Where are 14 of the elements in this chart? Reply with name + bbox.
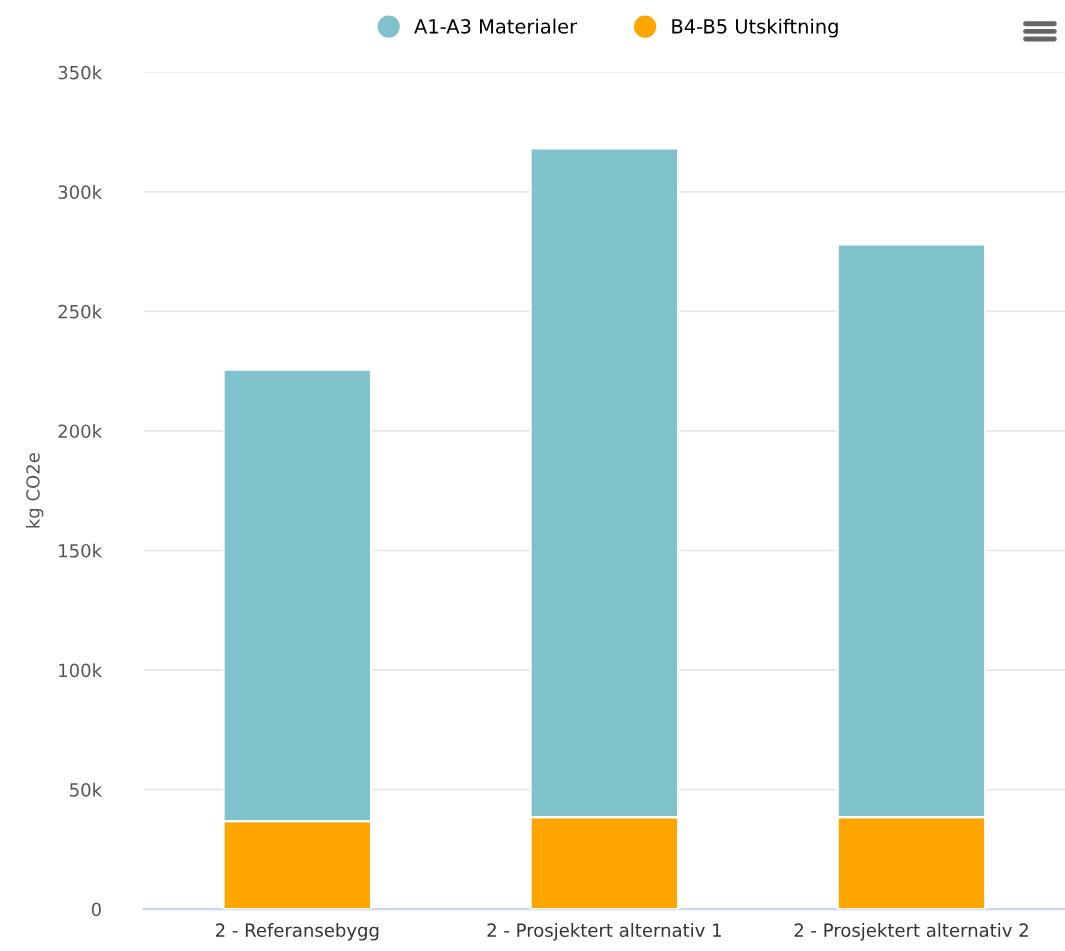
y-tick-label: 100k: [59, 663, 103, 678]
y-tick-label: 350k: [58, 65, 103, 80]
x-tick-label: 2 - Prosjektert alternativ 2: [794, 923, 1028, 941]
y-tick-label: 300k: [58, 184, 103, 199]
x-tick-label: 2 - Referansebygg: [215, 923, 379, 941]
legend-label: A1-A3 Materialer: [414, 18, 578, 34]
legend-label: B4-B5 Utskiftning: [672, 18, 838, 38]
y-tick-label: 250k: [58, 304, 103, 319]
y-tick-label: 200k: [58, 424, 103, 439]
y-tick-label: 0: [91, 902, 101, 917]
y-axis-title: kg CO2e: [25, 453, 44, 528]
y-tick-label: 50k: [70, 782, 103, 797]
x-tick-label: 2 - Prosjektert alternativ 1: [487, 923, 721, 941]
y-tick-label: 150k: [59, 543, 103, 558]
